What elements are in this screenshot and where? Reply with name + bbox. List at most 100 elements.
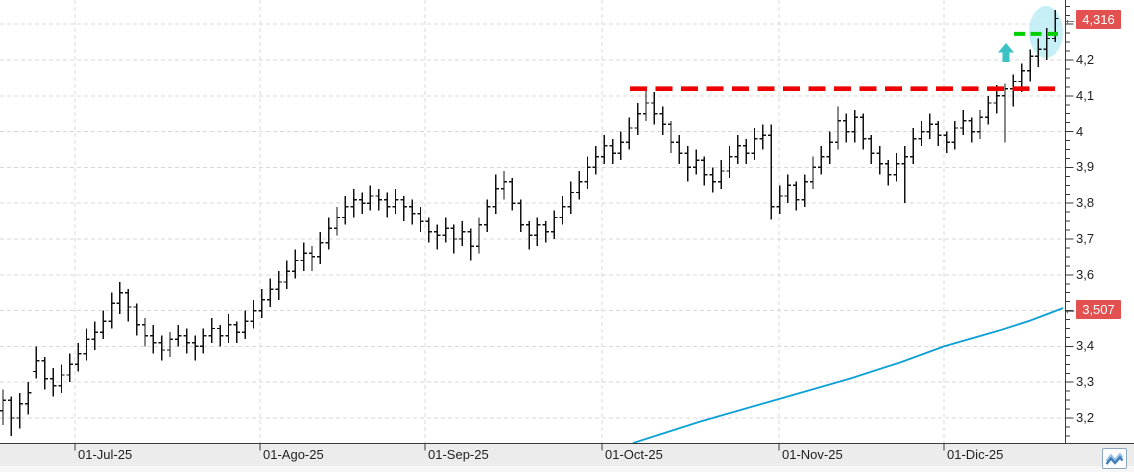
ohlc-bar <box>534 217 541 247</box>
x-axis-strip <box>0 444 1134 466</box>
ohlc-bar <box>358 192 366 214</box>
ohlc-bar <box>617 131 625 161</box>
ohlc-bar <box>809 156 817 189</box>
x-axis-label: 01-Ago-25 <box>263 447 324 462</box>
ohlc-bar <box>350 188 357 218</box>
ohlc-bar <box>701 156 708 186</box>
ohlc-bar <box>559 196 566 225</box>
ohlc-bar <box>225 314 232 343</box>
x-axis-label: 01-Jul-25 <box>78 447 133 462</box>
ohlc-bar <box>826 131 833 164</box>
ohlc-bar <box>24 382 32 415</box>
ohlc-bar <box>742 138 750 164</box>
ohlc-bar <box>876 145 883 175</box>
ohlc-bar <box>592 145 600 175</box>
ohlc-bar <box>450 224 458 254</box>
ohlc-bar <box>676 135 683 164</box>
ohlc-bar <box>818 145 825 175</box>
ohlc-bar <box>968 117 975 143</box>
buy-arrow-icon <box>998 43 1014 62</box>
ohlc-bar <box>960 110 967 136</box>
ohlc-bar <box>726 145 733 179</box>
ohlc-bar <box>250 299 257 329</box>
ohlc-bar <box>1001 83 1009 143</box>
y-axis-label: 3,8 <box>1076 195 1095 210</box>
ohlc-bar <box>926 113 934 139</box>
ohlc-bar <box>425 217 433 243</box>
ohlc-bar <box>375 188 382 211</box>
ohlc-bar <box>692 149 700 175</box>
ohlc-bar <box>634 103 641 136</box>
ohlc-bar <box>141 317 149 347</box>
ohlc-bar <box>83 328 90 361</box>
x-axis-label: 01-Oct-25 <box>605 447 663 462</box>
ohlc-bar <box>776 185 783 214</box>
ohlc-bar <box>500 171 508 200</box>
x-axis-label: 01-Sep-25 <box>428 447 489 462</box>
left-arrow-icon: ← <box>1063 301 1077 317</box>
ohlc-bar <box>408 199 416 225</box>
ohlc-bar <box>392 188 399 214</box>
axes <box>0 0 1134 445</box>
left-arrow-icon: ← <box>1063 11 1077 27</box>
ohlc-bar <box>1051 9 1059 43</box>
gridlines <box>0 0 1065 443</box>
ohlc-bar <box>125 289 132 322</box>
y-axis-label: 3,2 <box>1076 410 1095 425</box>
ohlc-bar <box>951 120 959 150</box>
ohlc-bar <box>183 328 190 354</box>
ohlc-bar <box>484 199 491 232</box>
ohlc-bar <box>8 396 15 436</box>
ohlc-bar <box>943 131 950 154</box>
ma-price-label: 3,507 <box>1076 300 1121 319</box>
ohlc-bar <box>793 181 800 211</box>
ohlc-bar <box>868 135 875 164</box>
ohlc-bar <box>901 145 908 204</box>
y-axis-label: 3,7 <box>1076 231 1095 246</box>
ohlc-bar <box>1035 38 1042 68</box>
ohlc-bar <box>267 278 274 307</box>
ohlc-bar <box>333 206 341 236</box>
ohlc-bar <box>233 321 240 343</box>
ohlc-bar <box>325 217 332 250</box>
ohlc-bar <box>642 88 650 121</box>
ohlc-bar <box>567 181 574 214</box>
ohlc-bar <box>0 389 7 426</box>
ohlc-bar <box>667 120 675 154</box>
ohlc-bar <box>367 185 374 211</box>
y-axis-label: 3,9 <box>1076 159 1095 174</box>
y-axis-label: 4,1 <box>1076 88 1095 103</box>
ohlc-bar <box>759 124 767 150</box>
ohlc-bar <box>166 332 174 358</box>
ohlc-bar <box>734 135 741 164</box>
ohlc-bar <box>317 231 324 265</box>
ohlc-bar <box>116 282 124 315</box>
ohlc-bar <box>843 113 850 143</box>
ohlc-bar <box>475 217 483 254</box>
ohlc-bar <box>58 364 65 393</box>
ohlc-bar <box>158 335 165 361</box>
ohlc-bar <box>150 324 157 354</box>
ohlc-bar <box>283 260 291 290</box>
ohlc-bar <box>241 310 249 340</box>
ohlc-bar <box>517 199 524 232</box>
ohlc-bar <box>659 106 666 136</box>
x-axis-strip-lower <box>0 466 1134 472</box>
ohlc-bar <box>133 303 140 336</box>
moving-average-line <box>632 307 1064 444</box>
ohlc-bar <box>717 160 725 189</box>
ohlc-bar <box>434 224 441 250</box>
ohlc-bar <box>859 113 867 150</box>
ohlc-bar <box>175 324 182 347</box>
ohlc-bar <box>100 310 107 340</box>
ohlc-bar <box>258 289 266 318</box>
ohlc-bar <box>300 242 307 272</box>
ohlc-bar <box>66 353 73 383</box>
ohlc-bar <box>542 221 549 243</box>
ohlc-bar <box>292 249 299 279</box>
ohlc-bar <box>417 206 424 232</box>
ohlc-bar <box>801 174 808 207</box>
chart-style-button[interactable] <box>1102 448 1127 469</box>
